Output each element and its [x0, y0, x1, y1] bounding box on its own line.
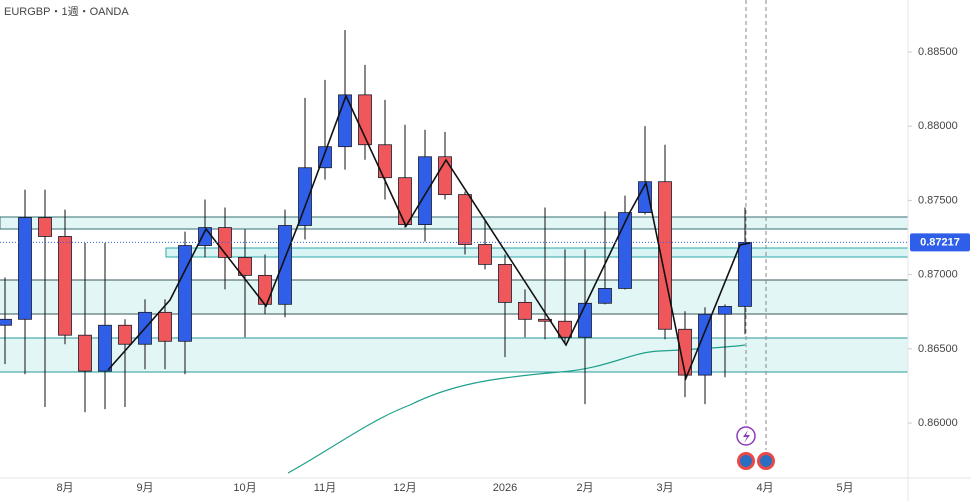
candle-body	[78, 334, 92, 372]
candle-body	[358, 94, 372, 146]
candle-body	[58, 236, 72, 336]
y-tick-label: 0.87500	[918, 194, 958, 206]
candle-body	[718, 305, 732, 315]
candle-body	[458, 194, 472, 245]
candle-body	[538, 318, 552, 322]
candle-body	[0, 318, 12, 326]
y-tick-label: 0.86000	[918, 417, 958, 429]
candle-body	[738, 242, 752, 307]
candle-body	[578, 302, 592, 338]
zone	[165, 247, 909, 258]
x-tick-label: 10月	[233, 482, 256, 494]
zone	[0, 338, 908, 372]
candle-body	[398, 177, 412, 226]
candle-body	[518, 301, 532, 320]
flag-icon-inner	[740, 455, 752, 467]
y-tick-label: 0.88500	[918, 46, 958, 58]
zigzag	[107, 93, 751, 381]
x-tick-label: 9月	[136, 482, 153, 494]
candle-body	[298, 167, 312, 226]
candle-body	[158, 311, 172, 342]
candle-body	[238, 257, 252, 276]
candle-body	[38, 217, 52, 237]
candle-body	[118, 324, 132, 345]
candle-body	[478, 244, 492, 265]
flag-icon-inner	[760, 455, 772, 467]
candles	[0, 29, 752, 413]
candle-body	[378, 144, 392, 179]
x-tick-label: 5月	[836, 482, 853, 494]
x-tick-label: 4月	[756, 482, 773, 494]
price-tag	[910, 233, 970, 252]
candle-body	[18, 217, 32, 320]
event-icon-glyph	[743, 430, 750, 443]
x-tick-label: 11月	[314, 482, 336, 494]
x-tick-label: 12月	[393, 482, 416, 494]
candle-body	[278, 225, 292, 305]
y-tick-label: 0.88000	[918, 120, 958, 132]
x-tick-label: 2026	[493, 482, 517, 494]
candle-body	[558, 320, 572, 338]
zone	[0, 216, 909, 230]
zone	[0, 280, 908, 314]
candle-body	[598, 288, 612, 304]
y-tick-label: 0.87000	[918, 269, 958, 281]
candle-body	[498, 263, 512, 303]
chart-title: EURGBP・1週・OANDA	[4, 5, 129, 18]
x-tick-label: 8月	[56, 482, 73, 494]
candle-body	[178, 245, 192, 342]
price-tag-label: 0.87217	[920, 236, 960, 248]
candle-body	[698, 313, 712, 376]
y-tick-label: 0.86500	[918, 343, 958, 355]
candle-body	[418, 156, 432, 226]
x-tick-label: 3月	[656, 482, 673, 494]
candle-body	[618, 212, 632, 289]
candle-body	[98, 324, 112, 372]
x-tick-label: 2月	[576, 482, 593, 494]
